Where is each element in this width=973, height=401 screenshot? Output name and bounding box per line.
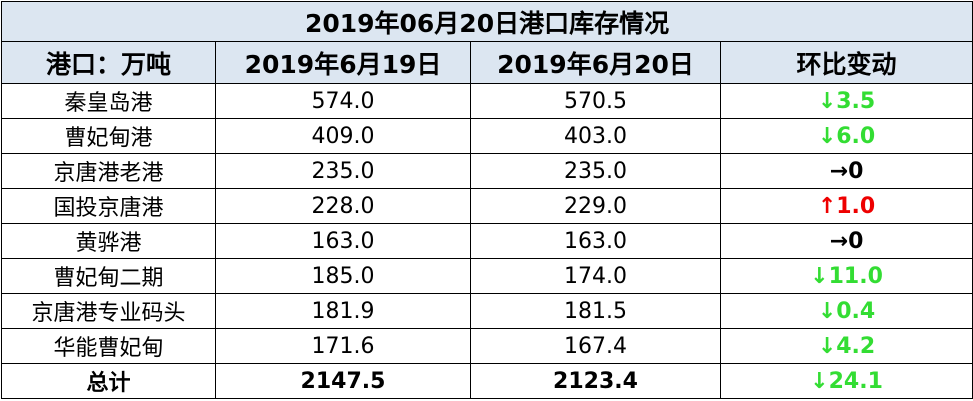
value-cell: 181.5	[470, 293, 721, 329]
value-cell: 2147.5	[215, 363, 471, 399]
table-title: 2019年06月20日港口库存情况	[0, 1, 973, 42]
change-cell: ↓6.0	[719, 118, 973, 154]
port-cell: 京唐港专业码头	[1, 293, 216, 329]
table-row: 总计 2147.5 2123.4 ↓24.1	[1, 363, 973, 399]
change-cell: ↓0.4	[719, 293, 973, 329]
change-cell: →0	[719, 153, 973, 189]
title-row: 2019年06月20日港口库存情况	[0, 1, 973, 42]
port-cell: 总计	[1, 363, 216, 399]
change-cell: ↓4.2	[719, 328, 973, 364]
value-cell: 163.0	[215, 223, 471, 259]
table-row: 京唐港老港 235.0 235.0 →0	[1, 153, 973, 189]
header-cell: 2019年6月20日	[470, 41, 721, 84]
header-cell: 环比变动	[719, 41, 973, 84]
header-row: 港口：万吨 2019年6月19日 2019年6月20日 环比变动	[1, 41, 973, 84]
header-cell: 2019年6月19日	[215, 41, 471, 84]
table-row: 曹妃甸港 409.0 403.0 ↓6.0	[1, 118, 973, 154]
port-cell: 黄骅港	[1, 223, 216, 259]
table-body: 秦皇岛港 574.0 570.5 ↓3.5 曹妃甸港 409.0 403.0 ↓6.0 京唐港老…	[1, 83, 973, 399]
change-cell: ↑1.0	[719, 188, 973, 224]
port-cell: 秦皇岛港	[1, 83, 216, 119]
value-cell: 171.6	[215, 328, 471, 364]
value-cell: 163.0	[470, 223, 721, 259]
value-cell: 229.0	[470, 188, 721, 224]
table-row: 秦皇岛港 574.0 570.5 ↓3.5	[1, 83, 973, 119]
port-cell: 华能曹妃甸	[1, 328, 216, 364]
table-row: 国投京唐港 228.0 229.0 ↑1.0	[1, 188, 973, 224]
value-cell: 174.0	[470, 258, 721, 294]
table-row: 曹妃甸二期 185.0 174.0 ↓11.0	[1, 258, 973, 294]
header-cell: 港口：万吨	[1, 41, 216, 84]
value-cell: 570.5	[470, 83, 721, 119]
value-cell: 167.4	[470, 328, 721, 364]
port-cell: 国投京唐港	[1, 188, 216, 224]
table-row: 京唐港专业码头 181.9 181.5 ↓0.4	[1, 293, 973, 329]
port-cell: 京唐港老港	[1, 153, 216, 189]
change-cell: ↓11.0	[719, 258, 973, 294]
table-row: 华能曹妃甸 171.6 167.4 ↓4.2	[1, 328, 973, 364]
table-row: 黄骅港 163.0 163.0 →0	[1, 223, 973, 259]
port-cell: 曹妃甸港	[1, 118, 216, 154]
value-cell: 185.0	[215, 258, 471, 294]
change-cell: →0	[719, 223, 973, 259]
value-cell: 574.0	[215, 83, 471, 119]
value-cell: 409.0	[215, 118, 471, 154]
value-cell: 235.0	[470, 153, 721, 189]
value-cell: 403.0	[470, 118, 721, 154]
value-cell: 2123.4	[470, 363, 721, 399]
value-cell: 235.0	[215, 153, 471, 189]
change-cell: ↓24.1	[719, 363, 973, 399]
change-cell: ↓3.5	[719, 83, 973, 119]
value-cell: 228.0	[215, 188, 471, 224]
value-cell: 181.9	[215, 293, 471, 329]
port-cell: 曹妃甸二期	[1, 258, 216, 294]
